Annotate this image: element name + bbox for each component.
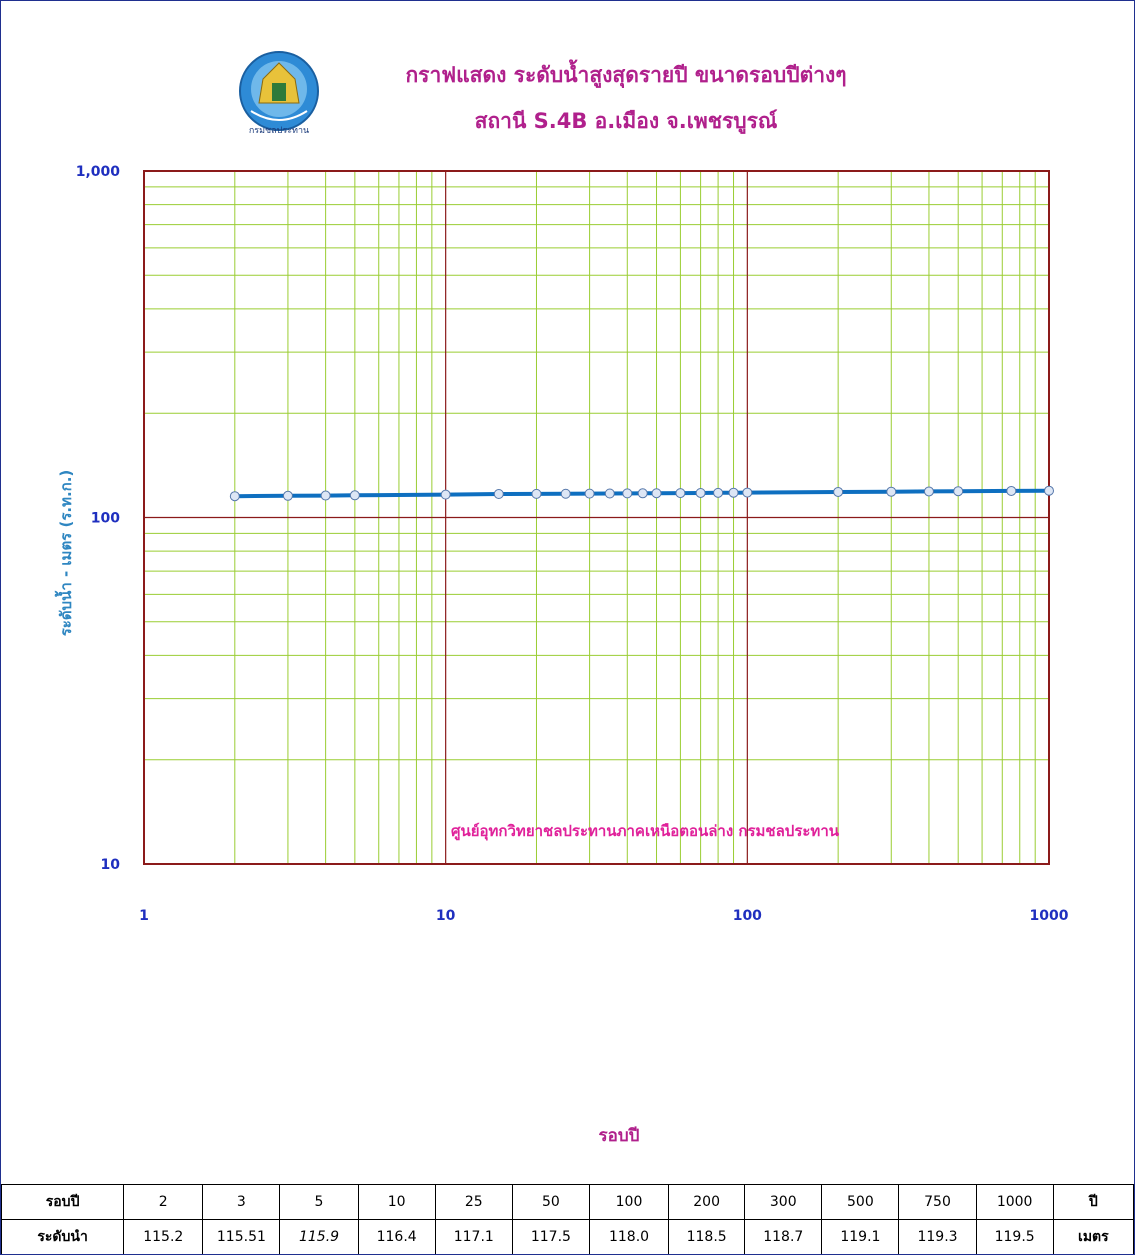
data-point: [886, 486, 897, 497]
data-point: [531, 488, 542, 499]
y-axis-label: ระดับน้ำ - เมตร (ร.ท.ก.): [54, 470, 75, 637]
table-cell-return-period: 3: [202, 1184, 281, 1220]
table-cell-return-period: 50: [511, 1184, 590, 1220]
data-point: [923, 486, 934, 497]
data-point: [584, 488, 595, 499]
data-point: [560, 488, 571, 499]
x-tick-label: 10: [436, 908, 456, 924]
table-cell-level: 115.9: [279, 1219, 359, 1254]
minor-grid-y: [144, 186, 1049, 761]
table-cell-return-period: 25: [434, 1184, 513, 1220]
data-point: [742, 487, 753, 498]
table-cell-return-period: 500: [821, 1184, 900, 1220]
data-point: [1044, 485, 1054, 496]
data-point: [493, 489, 504, 500]
table-cell-return-period: 10: [357, 1184, 436, 1220]
x-tick-label: 1000: [1030, 908, 1069, 924]
agency-annotation: ศูนย์อุทกวิทยาชลประทานภาคเหนือตอนล่าง กร…: [451, 822, 840, 841]
data-point: [622, 488, 633, 499]
table-row-levels: ระดับนำ 115.2 115.51 115.9 116.4 117.1 117.5 1…: [1, 1219, 1134, 1254]
x-tick-label: 100: [733, 908, 762, 924]
table-row-return-periods: รอบปี 2 3 5 10 25 50 100 200 300 500 750 1000 ปี: [1, 1184, 1134, 1220]
y-tick-label: 1,000: [76, 164, 121, 180]
data-point: [440, 489, 451, 500]
y-tick-label: 10: [101, 857, 121, 873]
data-point: [713, 487, 724, 498]
chart-title: กราฟแสดง ระดับน้ำสูงสุดรายปี ขนาดรอบปีต่…: [405, 63, 847, 87]
x-tick-labels: 1 10 100 1000: [139, 908, 1069, 924]
table-cell-level: 117.5: [511, 1219, 590, 1254]
data-point: [320, 490, 331, 501]
data-point: [833, 486, 844, 497]
return-period-table: รอบปี 2 3 5 10 25 50 100 200 300 500 750 1000 ปี ระด…: [1, 1184, 1134, 1254]
table-value-unit: เมตร: [1052, 1219, 1134, 1254]
table-cell-level: 117.1: [434, 1219, 513, 1254]
table-cell-level: 119.5: [975, 1219, 1054, 1254]
table-cell-level: 115.51: [202, 1219, 281, 1254]
water-level-series: [229, 485, 1054, 502]
table-cell-level: 118.5: [668, 1219, 746, 1254]
data-point: [604, 488, 615, 499]
return-period-chart: 1 10 100 1000 10 100 1,000 รอบปี ระดับน้ำ - เ…: [54, 164, 1069, 1146]
data-point: [728, 487, 739, 498]
table-value-label: ระดับนำ: [1, 1219, 125, 1254]
y-tick-label: 100: [91, 511, 120, 527]
table-cell-return-period: 5: [279, 1184, 359, 1220]
table-cell-level: 119.1: [821, 1219, 900, 1254]
table-cell-level: 118.7: [744, 1219, 823, 1254]
table-cell-return-period: 1000: [975, 1184, 1054, 1220]
table-header-unit: ปี: [1052, 1184, 1134, 1220]
table-cell-level: 119.3: [898, 1219, 977, 1254]
data-point: [1006, 485, 1017, 496]
table-cell-return-period: 200: [668, 1184, 746, 1220]
y-tick-labels: 10 100 1,000: [76, 164, 121, 873]
table-cell-return-period: 300: [744, 1184, 823, 1220]
table-header-label: รอบปี: [1, 1184, 125, 1220]
data-point: [675, 488, 686, 499]
rid-logo-icon: กรมชลประทาน: [239, 51, 319, 136]
data-point: [953, 486, 964, 497]
x-axis-label: รอบปี: [599, 1125, 640, 1146]
data-point: [695, 487, 706, 498]
table-cell-return-period: 100: [588, 1184, 670, 1220]
plot-frame: [143, 170, 1050, 865]
data-point: [282, 490, 293, 501]
x-tick-label: 1: [139, 908, 149, 924]
data-point: [651, 488, 662, 499]
data-point: [349, 490, 360, 501]
table-cell-return-period: 2: [123, 1184, 204, 1220]
data-point: [637, 488, 648, 499]
series-line: [234, 488, 1050, 499]
table-cell-level: 118.0: [588, 1219, 670, 1254]
chart-subtitle: สถานี S.4B อ.เมือง จ.เพชรบูรณ์: [474, 109, 778, 133]
data-point: [229, 491, 240, 502]
logo-text: กรมชลประทาน: [249, 126, 309, 136]
table-cell-level: 116.4: [357, 1219, 436, 1254]
table-cell-level: 115.2: [123, 1219, 204, 1254]
table-cell-return-period: 750: [898, 1184, 977, 1220]
